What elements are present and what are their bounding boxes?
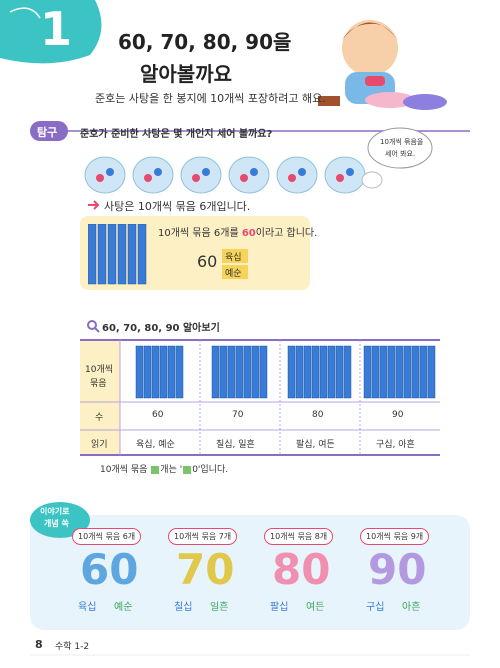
text: 10개씩 묶음 — [100, 465, 151, 475]
stick — [311, 345, 320, 399]
row-header: 10개씩 — [85, 365, 114, 375]
text: 60 — [241, 228, 256, 239]
stick — [403, 345, 412, 399]
page-number: 8 — [35, 638, 43, 651]
card-reading: 예순 — [114, 602, 133, 613]
card-reading: 일흔 — [210, 602, 229, 613]
text: 10개씩 묶음 6개를 — [158, 228, 242, 239]
reading: 육십 — [225, 253, 242, 263]
stick — [88, 224, 97, 285]
stick — [219, 345, 228, 399]
card-number: 60 — [80, 545, 139, 594]
row-header: 묶음 — [90, 379, 107, 389]
note: 10개씩 묶음 개는 ' 0'입니다. — [100, 462, 228, 475]
stick — [427, 345, 436, 399]
card-number: 80 — [272, 545, 331, 594]
cell-number: 70 — [232, 410, 244, 420]
stick — [117, 224, 127, 285]
book: 수학 1-2 — [55, 642, 90, 652]
card-label: 10개씩 묶음 7개 — [168, 528, 238, 545]
title: 60, 70, 80, 90을 — [118, 30, 292, 54]
cell-number: 90 — [392, 410, 404, 420]
stick — [167, 345, 176, 399]
cell-number: 80 — [312, 410, 324, 420]
bubble: 세어 봐요. — [385, 150, 416, 158]
sentence: 10개씩 묶음 6개를 60이라고 합니다. — [158, 224, 317, 239]
statement: 사탕은 10개씩 묶음 6개입니다. — [104, 200, 251, 213]
stick — [287, 345, 296, 399]
stick — [243, 345, 252, 399]
card-reading: 구십 — [366, 602, 385, 613]
stick — [137, 224, 147, 285]
stick — [387, 345, 396, 399]
row-header: 수 — [95, 413, 104, 423]
card-label: 10개씩 묶음 6개 — [72, 528, 142, 545]
stick — [335, 345, 344, 399]
text: 0'입니다. — [192, 465, 229, 475]
cell-reading: 육십, 예순 — [136, 440, 175, 450]
card-number: 70 — [176, 545, 235, 594]
card-reading: 아흔 — [402, 602, 421, 613]
badge: 개념 쏙 — [44, 519, 69, 528]
stick — [151, 345, 160, 399]
stick — [159, 345, 168, 399]
stick — [211, 345, 220, 399]
box-number: 60 — [197, 252, 218, 271]
card-reading: 여든 — [306, 602, 325, 613]
card-reading: 칠십 — [174, 602, 193, 613]
stick — [371, 345, 380, 399]
sticks — [135, 345, 184, 399]
card-reading: 육십 — [78, 602, 97, 613]
sticks — [88, 224, 147, 285]
sticks — [211, 345, 268, 399]
cell-reading: 구십, 아흔 — [376, 440, 415, 450]
lesson-number: 1 — [40, 2, 73, 56]
stick — [127, 224, 137, 285]
stick — [107, 224, 117, 285]
stick — [97, 224, 107, 285]
title: 알아볼까요 — [140, 62, 232, 86]
stick — [363, 345, 372, 399]
stick — [319, 345, 328, 399]
text: 이라고 합니다. — [255, 228, 318, 239]
cell-number: 60 — [152, 410, 164, 420]
card-reading: 팔십 — [270, 602, 289, 613]
stick — [419, 345, 428, 399]
card-number: 90 — [368, 545, 427, 594]
intro: 준호는 사탕을 한 봉지에 10개씩 포장하려고 해요. — [95, 92, 326, 105]
section-title: 60, 70, 80, 90 알아보기 — [102, 323, 220, 334]
card-label: 10개씩 묶음 8개 — [264, 528, 334, 545]
stick — [303, 345, 312, 399]
row-header: 읽기 — [91, 440, 108, 450]
reading: 예순 — [225, 269, 242, 279]
card-label: 10개씩 묶음 9개 — [360, 528, 430, 545]
cell-reading: 팔십, 여든 — [296, 440, 335, 450]
stick — [251, 345, 260, 399]
stick — [343, 345, 352, 399]
stick — [395, 345, 404, 399]
question: 준호가 준비한 사탕은 몇 개인지 세어 볼까요? — [80, 129, 273, 140]
stick — [411, 345, 420, 399]
stick — [235, 345, 244, 399]
badge: 이야기로 — [40, 507, 70, 516]
stick — [327, 345, 336, 399]
text: 개는 ' — [160, 465, 183, 475]
stick — [295, 345, 304, 399]
stick — [379, 345, 388, 399]
bubble: 10개씩 묶음을 — [380, 138, 424, 146]
cell-reading: 칠십, 일흔 — [216, 440, 255, 450]
stick — [143, 345, 152, 399]
sticks — [363, 345, 436, 399]
stick — [135, 345, 144, 399]
stick — [259, 345, 268, 399]
tag: 탐구 — [37, 126, 58, 139]
stick — [227, 345, 236, 399]
sticks — [287, 345, 352, 399]
stick — [175, 345, 184, 399]
